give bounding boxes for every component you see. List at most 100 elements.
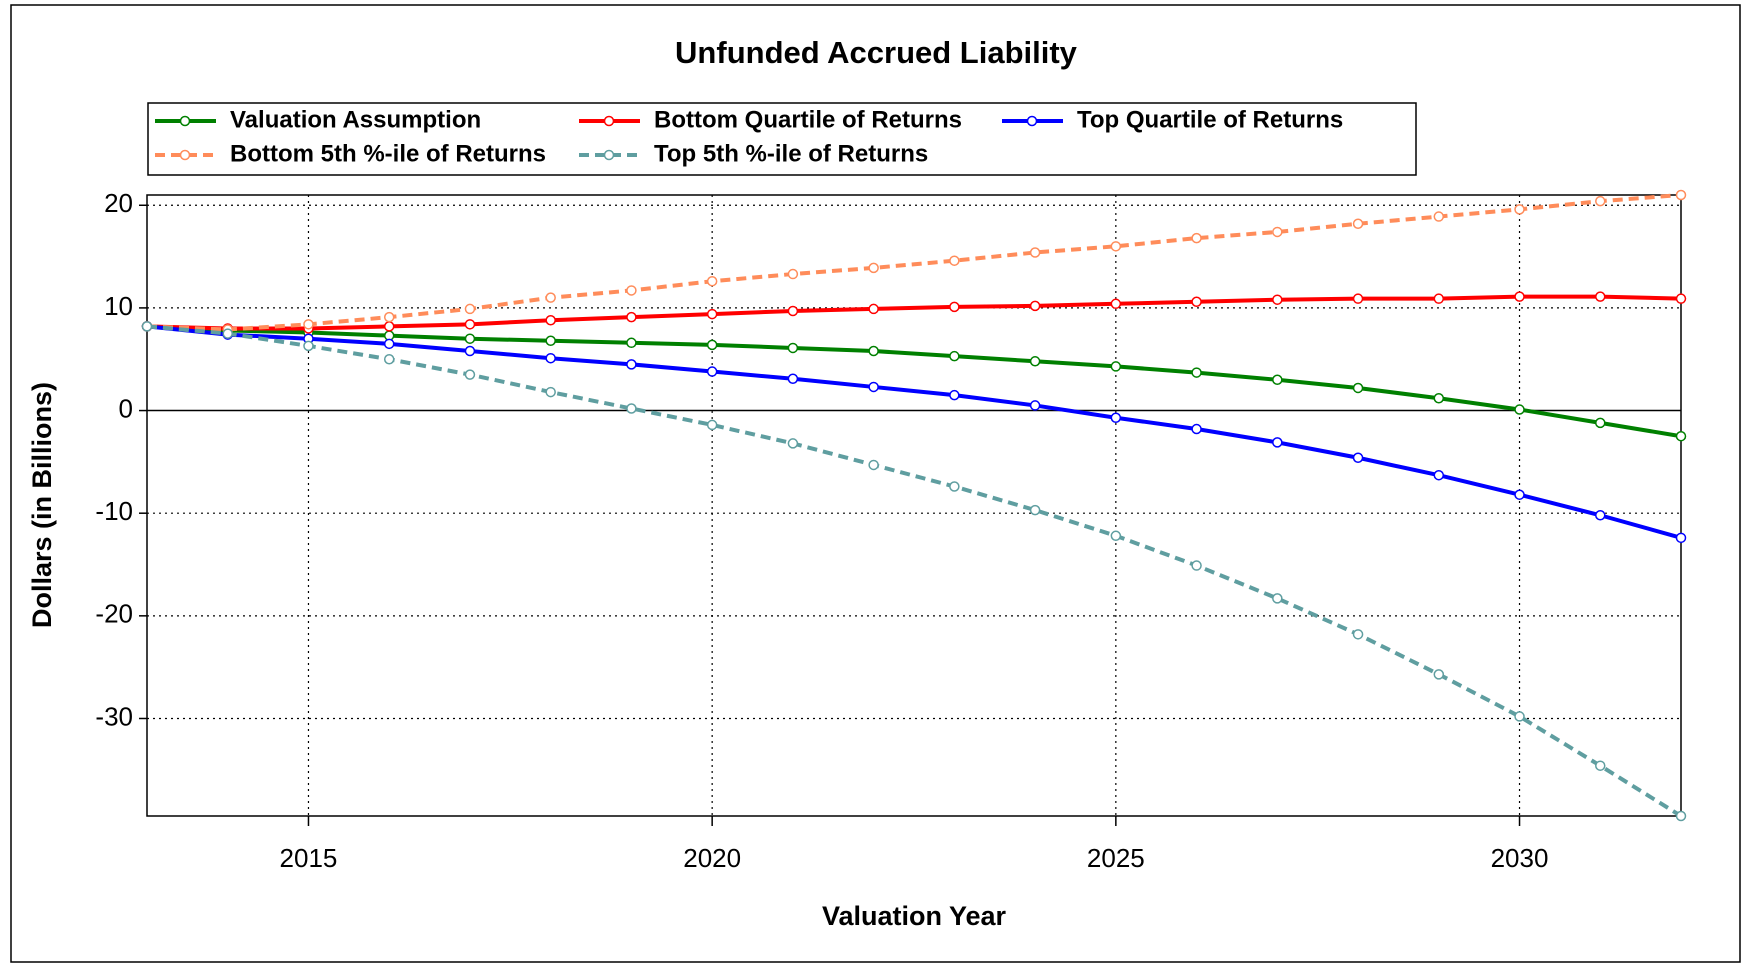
data-point xyxy=(868,345,879,357)
data-point xyxy=(868,381,879,393)
data-point xyxy=(1029,300,1041,312)
data-point xyxy=(1352,382,1364,394)
data-point xyxy=(1433,469,1445,481)
data-point xyxy=(1272,593,1283,604)
legend-label: Top Quartile of Returns xyxy=(1077,106,1343,133)
data-point xyxy=(1595,291,1606,302)
data-point xyxy=(1191,367,1202,378)
data-point xyxy=(383,338,395,350)
legend-label: Bottom Quartile of Returns xyxy=(654,106,962,133)
data-point xyxy=(1110,298,1122,310)
data-point xyxy=(868,303,879,315)
data-point xyxy=(1029,356,1041,367)
data-point xyxy=(1595,510,1606,521)
data-point xyxy=(787,268,799,280)
data-point xyxy=(1514,404,1525,415)
data-point xyxy=(787,305,799,317)
data-point xyxy=(1272,374,1283,386)
data-point xyxy=(706,419,718,431)
data-point xyxy=(383,321,395,332)
data-point xyxy=(1433,669,1445,680)
data-point xyxy=(787,342,799,354)
chart-title: Unfunded Accrued Liability xyxy=(675,35,1078,70)
series-line xyxy=(146,193,1682,332)
data-point xyxy=(303,319,314,330)
data-point xyxy=(1110,412,1122,423)
y-tick-label: -10 xyxy=(95,496,133,526)
series-line xyxy=(146,294,1682,331)
data-point xyxy=(1029,504,1041,516)
data-point xyxy=(949,389,960,401)
x-tick-label: 2020 xyxy=(683,843,741,873)
data-point xyxy=(1352,293,1364,304)
data-point xyxy=(1110,530,1122,542)
data-point xyxy=(464,319,476,330)
data-point xyxy=(545,352,556,364)
data-point xyxy=(222,328,233,339)
y-tick-label: -20 xyxy=(95,599,133,629)
data-point xyxy=(1272,226,1283,238)
data-point xyxy=(1595,417,1606,429)
data-point xyxy=(949,301,960,313)
y-tick-label: -30 xyxy=(95,701,133,731)
y-tick-label: 0 xyxy=(119,393,133,423)
data-point xyxy=(1272,294,1283,305)
legend-label: Top 5th %-ile of Returns xyxy=(654,140,928,167)
data-point xyxy=(1595,760,1606,771)
data-point xyxy=(545,335,556,347)
data-point xyxy=(1675,189,1687,201)
plot-area xyxy=(146,194,1682,817)
data-point xyxy=(141,321,153,332)
data-point xyxy=(1433,392,1445,404)
legend-label: Bottom 5th %-ile of Returns xyxy=(230,140,546,167)
data-point xyxy=(464,333,476,344)
data-point xyxy=(464,303,476,315)
series-line xyxy=(146,324,1683,818)
data-point xyxy=(1675,293,1687,304)
data-point xyxy=(1110,361,1122,372)
data-point xyxy=(626,311,637,323)
series-line xyxy=(146,324,1682,439)
data-point xyxy=(1514,489,1525,500)
data-point xyxy=(1675,532,1687,544)
data-point xyxy=(545,314,556,326)
data-point xyxy=(545,386,556,398)
x-tick-label: 2015 xyxy=(280,843,338,873)
data-point xyxy=(545,292,556,303)
data-point xyxy=(303,340,314,352)
data-point xyxy=(949,350,960,362)
data-point xyxy=(949,481,960,492)
data-point xyxy=(1110,241,1122,252)
data-point xyxy=(706,308,718,320)
data-point xyxy=(1675,810,1687,822)
data-point xyxy=(626,285,637,296)
data-point xyxy=(1352,629,1364,640)
data-point xyxy=(1514,204,1525,215)
data-point xyxy=(464,369,476,380)
data-point xyxy=(1191,423,1202,435)
frame xyxy=(10,4,1741,963)
data-point xyxy=(949,255,960,266)
data-point xyxy=(383,311,395,323)
y-tick-label: 10 xyxy=(104,291,133,321)
legend-marker xyxy=(179,149,191,161)
data-point xyxy=(706,366,718,377)
x-axis-label: Valuation Year xyxy=(822,901,1007,931)
data-point xyxy=(1352,218,1364,229)
legend-marker xyxy=(179,115,191,127)
x-tick-label: 2025 xyxy=(1087,843,1145,873)
legend xyxy=(147,102,1417,176)
data-point xyxy=(706,339,718,351)
data-point xyxy=(868,262,879,274)
data-point xyxy=(1029,400,1041,411)
legend-marker xyxy=(603,115,615,127)
data-point xyxy=(1191,232,1202,244)
data-point xyxy=(626,359,637,370)
legend-label: Valuation Assumption xyxy=(230,106,481,133)
legend-marker xyxy=(603,149,615,161)
data-point xyxy=(1675,430,1687,442)
data-point xyxy=(1514,291,1525,302)
data-point xyxy=(1191,560,1202,571)
legend-marker xyxy=(1026,115,1038,127)
data-point xyxy=(1433,211,1445,222)
